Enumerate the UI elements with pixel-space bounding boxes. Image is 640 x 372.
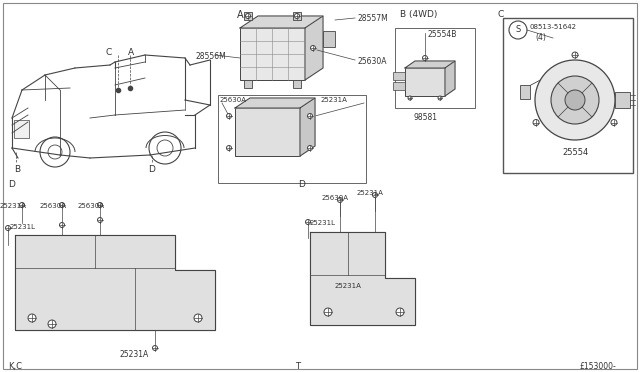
- Polygon shape: [300, 98, 315, 156]
- Circle shape: [227, 113, 232, 119]
- Text: 25231A: 25231A: [335, 283, 362, 289]
- Text: 25231A: 25231A: [0, 203, 27, 209]
- Polygon shape: [15, 235, 215, 330]
- Text: 28556M: 28556M: [195, 52, 226, 61]
- Circle shape: [572, 52, 578, 58]
- Circle shape: [324, 308, 332, 316]
- Text: K,C: K,C: [8, 362, 22, 371]
- Circle shape: [396, 308, 404, 316]
- Bar: [520, 85, 531, 99]
- Text: A: A: [128, 48, 134, 57]
- Text: C: C: [105, 48, 111, 57]
- Circle shape: [6, 225, 10, 231]
- Circle shape: [28, 314, 36, 322]
- Circle shape: [337, 198, 342, 202]
- Circle shape: [48, 320, 56, 328]
- Text: A: A: [237, 10, 244, 20]
- Bar: [405, 68, 445, 96]
- Text: D: D: [8, 180, 15, 189]
- Circle shape: [372, 192, 378, 198]
- Polygon shape: [305, 16, 323, 80]
- Bar: [14, 120, 29, 138]
- Text: 25231L: 25231L: [310, 220, 336, 226]
- Circle shape: [408, 96, 412, 100]
- Bar: [323, 31, 335, 47]
- Text: 25554: 25554: [562, 148, 588, 157]
- Text: 25630A: 25630A: [322, 195, 349, 201]
- Text: B: B: [14, 165, 20, 174]
- Circle shape: [227, 145, 232, 151]
- Bar: [218, 95, 366, 183]
- Circle shape: [551, 76, 599, 124]
- Circle shape: [294, 13, 300, 19]
- Circle shape: [438, 96, 442, 100]
- Text: T: T: [295, 362, 300, 371]
- Circle shape: [246, 13, 250, 19]
- Text: S: S: [515, 26, 520, 35]
- Text: £153000-: £153000-: [580, 362, 617, 371]
- Bar: [615, 92, 630, 108]
- Text: 98581: 98581: [413, 113, 437, 122]
- Bar: [393, 72, 405, 80]
- Circle shape: [535, 60, 615, 140]
- Circle shape: [307, 113, 312, 119]
- Circle shape: [60, 202, 65, 208]
- Text: D: D: [148, 165, 155, 174]
- Polygon shape: [240, 16, 323, 28]
- Text: 25231L: 25231L: [10, 224, 36, 230]
- Text: 25630A: 25630A: [40, 203, 67, 209]
- Bar: [395, 28, 475, 108]
- Text: 25554B: 25554B: [427, 30, 456, 39]
- Text: B (4WD): B (4WD): [400, 10, 437, 19]
- Circle shape: [611, 119, 617, 125]
- Circle shape: [60, 222, 65, 228]
- Circle shape: [152, 346, 157, 350]
- Polygon shape: [445, 61, 455, 96]
- Circle shape: [310, 45, 316, 51]
- Text: 25630A: 25630A: [78, 203, 105, 209]
- Text: 25630A: 25630A: [220, 97, 247, 103]
- Polygon shape: [235, 98, 315, 108]
- Bar: [503, 18, 633, 173]
- Bar: [235, 108, 300, 156]
- Bar: [244, 80, 252, 88]
- Circle shape: [97, 218, 102, 222]
- Circle shape: [19, 202, 24, 208]
- Text: 08513-51642: 08513-51642: [530, 24, 577, 30]
- Circle shape: [533, 119, 539, 125]
- Circle shape: [422, 55, 428, 61]
- Text: (4): (4): [535, 33, 546, 42]
- Bar: [293, 80, 301, 88]
- Text: 25231A: 25231A: [321, 97, 348, 103]
- Bar: [293, 12, 301, 20]
- Polygon shape: [310, 232, 415, 325]
- Bar: [393, 82, 405, 90]
- Circle shape: [565, 90, 585, 110]
- Text: 25231A: 25231A: [120, 350, 149, 359]
- Circle shape: [194, 314, 202, 322]
- Bar: [240, 28, 305, 80]
- Circle shape: [305, 219, 310, 224]
- Bar: [244, 12, 252, 20]
- Text: 28557M: 28557M: [357, 14, 388, 23]
- Polygon shape: [405, 61, 455, 68]
- Text: 25231A: 25231A: [357, 190, 384, 196]
- Circle shape: [307, 145, 312, 151]
- Circle shape: [97, 202, 102, 208]
- Text: C: C: [497, 10, 503, 19]
- Text: D: D: [298, 180, 305, 189]
- Text: 25630A: 25630A: [357, 57, 387, 66]
